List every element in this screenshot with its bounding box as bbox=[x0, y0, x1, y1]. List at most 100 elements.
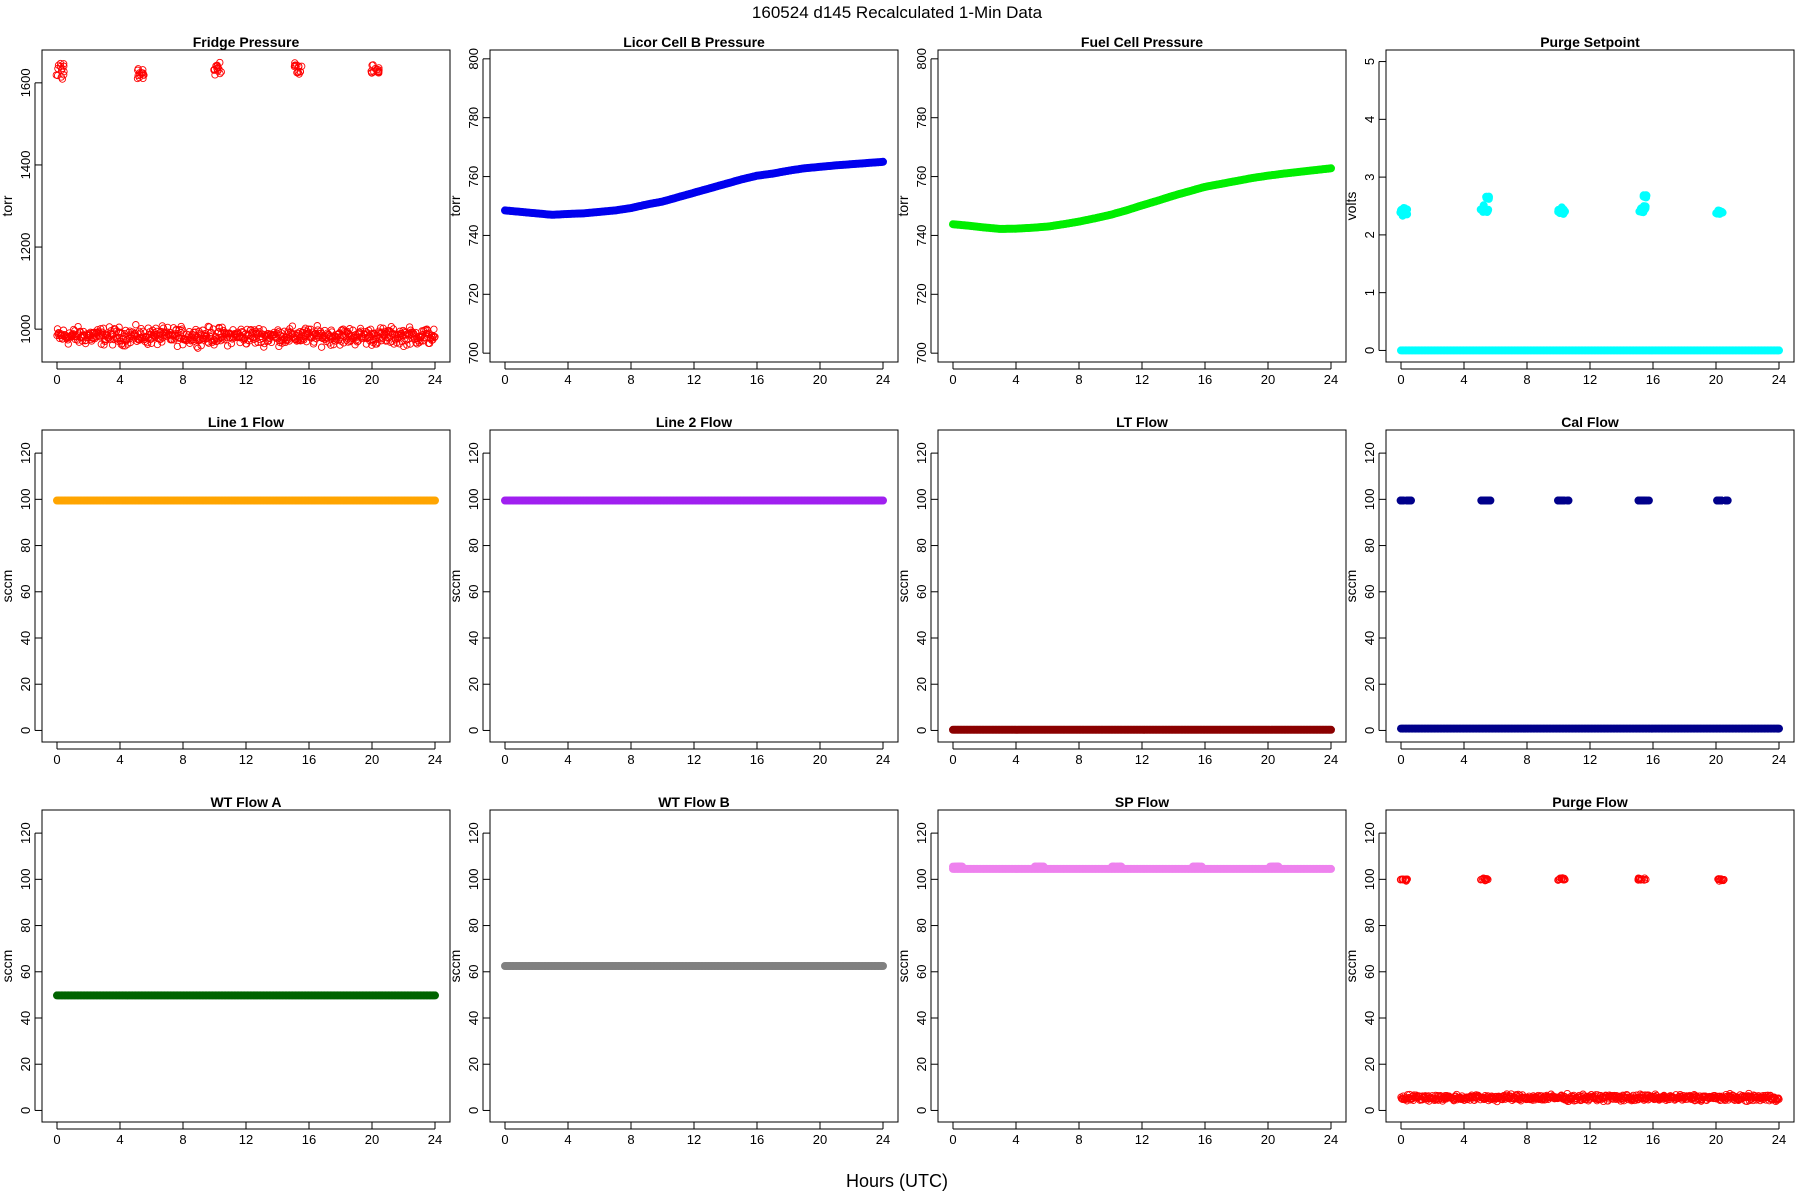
x-tick-label: 20 bbox=[1709, 1132, 1723, 1147]
x-tick-label: 8 bbox=[1075, 752, 1082, 767]
data-point bbox=[191, 328, 199, 336]
data-points bbox=[500, 496, 888, 505]
data-point bbox=[1327, 725, 1336, 734]
y-tick-label: 1 bbox=[1362, 289, 1377, 296]
data-point bbox=[280, 335, 288, 343]
x-tick-label: 24 bbox=[1772, 372, 1786, 387]
y-tick-label: 740 bbox=[914, 225, 929, 247]
y-tick-label: 80 bbox=[18, 918, 33, 932]
y-tick-label: 100 bbox=[914, 488, 929, 510]
data-point bbox=[353, 338, 361, 346]
chart-title: LT Flow bbox=[1116, 414, 1168, 430]
x-tick-label: 20 bbox=[813, 372, 827, 387]
y-tick-label: 20 bbox=[18, 677, 33, 691]
data-point bbox=[288, 322, 297, 330]
data-point bbox=[1641, 193, 1650, 202]
y-tick-label: 1600 bbox=[18, 68, 33, 97]
x-tick-label: 8 bbox=[1075, 1132, 1082, 1147]
y-tick-label: 40 bbox=[1362, 631, 1377, 645]
data-point bbox=[1717, 496, 1726, 505]
data-point bbox=[295, 62, 303, 70]
y-axis-label: torr bbox=[0, 195, 15, 216]
x-tick-label: 12 bbox=[239, 1132, 253, 1147]
chart-title: WT Flow A bbox=[210, 794, 281, 810]
chart-title: Licor Cell B Pressure bbox=[623, 34, 765, 50]
y-tick-label: 100 bbox=[466, 868, 481, 890]
data-point bbox=[1327, 864, 1336, 873]
chart-title: Purge Setpoint bbox=[1540, 34, 1640, 50]
data-point bbox=[136, 71, 144, 79]
y-tick-label: 60 bbox=[18, 965, 33, 979]
data-point bbox=[376, 324, 385, 332]
y-tick-label: 700 bbox=[914, 342, 929, 364]
data-point bbox=[54, 61, 63, 69]
x-tick-label: 8 bbox=[1523, 752, 1530, 767]
x-tick-label: 0 bbox=[53, 1132, 60, 1147]
x-tick-label: 4 bbox=[1460, 1132, 1467, 1147]
data-point bbox=[302, 338, 311, 346]
data-point bbox=[403, 341, 411, 349]
data-point bbox=[356, 324, 365, 333]
y-axis-label: volts bbox=[1343, 192, 1359, 221]
data-point bbox=[74, 322, 82, 331]
data-points bbox=[949, 725, 1336, 734]
x-tick-label: 8 bbox=[179, 372, 186, 387]
chart-title: SP Flow bbox=[1115, 794, 1169, 810]
y-axis-label: sccm bbox=[1343, 950, 1359, 983]
data-point bbox=[375, 64, 383, 72]
chart-title: Line 2 Flow bbox=[656, 414, 732, 430]
y-tick-label: 80 bbox=[1362, 918, 1377, 932]
x-tick-label: 4 bbox=[564, 1132, 571, 1147]
x-tick-label: 4 bbox=[116, 752, 123, 767]
data-points bbox=[500, 962, 888, 971]
data-point bbox=[1270, 862, 1279, 871]
data-point bbox=[336, 341, 344, 349]
x-tick-label: 20 bbox=[365, 372, 379, 387]
data-point bbox=[296, 68, 304, 76]
x-tick-label: 12 bbox=[1135, 372, 1149, 387]
x-tick-label: 12 bbox=[1135, 752, 1149, 767]
data-point bbox=[115, 323, 123, 331]
data-points bbox=[53, 496, 439, 505]
data-point bbox=[56, 62, 65, 71]
y-tick-label: 760 bbox=[466, 166, 481, 188]
data-points bbox=[52, 58, 439, 352]
x-tick-label: 12 bbox=[687, 752, 701, 767]
x-tick-label: 20 bbox=[365, 1132, 379, 1147]
x-tick-label: 0 bbox=[1397, 1132, 1404, 1147]
y-tick-label: 780 bbox=[914, 107, 929, 129]
data-point bbox=[1400, 209, 1409, 218]
y-tick-label: 0 bbox=[466, 1107, 481, 1114]
data-point bbox=[428, 333, 436, 341]
plot-frame bbox=[937, 809, 1347, 1123]
data-point bbox=[1636, 496, 1645, 505]
y-tick-label: 20 bbox=[466, 677, 481, 691]
x-tick-label: 12 bbox=[239, 752, 253, 767]
y-tick-label: 0 bbox=[1362, 347, 1377, 354]
data-point bbox=[215, 65, 223, 73]
y-tick-label: 120 bbox=[1362, 822, 1377, 844]
data-point bbox=[1484, 193, 1493, 202]
x-tick-label: 20 bbox=[813, 1132, 827, 1147]
plot-frame bbox=[1385, 809, 1795, 1123]
y-tick-label: 2 bbox=[1362, 231, 1377, 238]
data-point bbox=[400, 342, 408, 351]
data-point bbox=[412, 339, 420, 347]
data-point bbox=[178, 325, 186, 333]
data-point bbox=[430, 333, 439, 342]
chart-title: Fridge Pressure bbox=[193, 34, 300, 50]
y-tick-label: 0 bbox=[914, 1107, 929, 1114]
x-tick-label: 24 bbox=[428, 372, 442, 387]
data-point bbox=[298, 62, 306, 70]
y-tick-label: 40 bbox=[466, 1011, 481, 1025]
x-tick-label: 0 bbox=[53, 372, 60, 387]
y-tick-label: 0 bbox=[18, 727, 33, 734]
data-point bbox=[1554, 496, 1563, 505]
data-point bbox=[197, 342, 205, 350]
y-tick-label: 60 bbox=[1362, 965, 1377, 979]
